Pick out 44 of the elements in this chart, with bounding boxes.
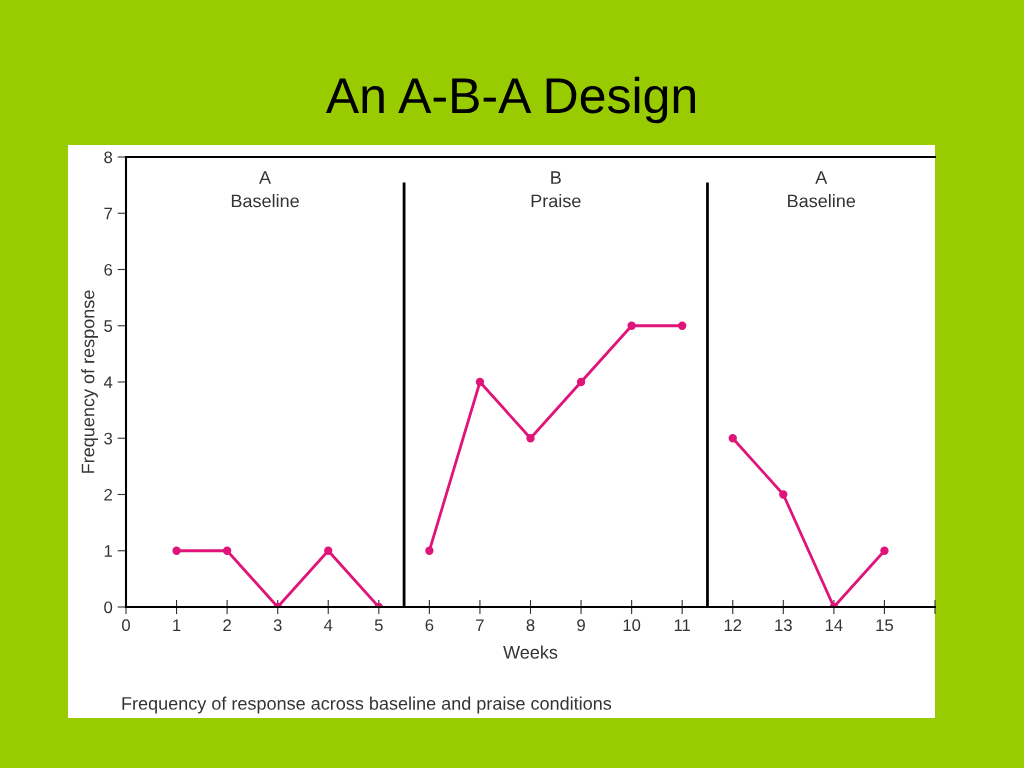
point [678,321,687,330]
point [526,434,535,443]
x-tick-label: 2 [223,619,231,631]
point [576,377,586,387]
x-tick-label: 6 [425,619,434,632]
y-tick-label: 7 [104,207,112,220]
point [172,546,181,555]
x-tick-label: 15 [876,619,894,632]
y-tick-label: 0 [104,601,113,614]
y-tick-label: 6 [104,263,113,276]
point [728,434,737,443]
chart-title: An A-B-A Design [325,76,695,124]
point [222,546,232,555]
point [475,377,485,387]
point [627,321,636,330]
y-tick-label: 4 [103,376,113,389]
x-tick-label: 7 [476,619,484,631]
y-tick-label: 2 [104,488,112,501]
x-axis-title: Weeks [503,645,558,659]
y-tick-label: 5 [104,320,113,332]
x-tick-label: 9 [577,619,585,632]
x-tick-label: 4 [324,619,333,631]
annotation: A Baseline [231,171,299,208]
annotation: B Praise [531,171,581,208]
point [880,546,889,555]
x-tick-label: 5 [374,619,383,632]
point [425,546,434,555]
point [324,546,333,555]
x-tick-label: 10 [623,619,641,632]
x-tick-label: 3 [273,619,282,632]
x-tick-label: 12 [724,619,742,631]
point [779,490,788,499]
y-tick-label: 1 [104,545,112,557]
x-tick-label: 11 [674,619,691,631]
x-tick-label: 8 [526,619,535,632]
text: Frequency of response across baseline and praise conditions [122,696,612,714]
x-tick-label: 0 [122,619,130,632]
y-tick-label: 8 [104,151,113,164]
x-tick-label: 13 [775,619,792,632]
y-tick-label: 3 [104,432,113,445]
x-tick-label: 1 [173,619,181,631]
y-axis-title: Frequency of response [81,290,98,473]
annotation: A Baseline [788,171,856,208]
x-tick-label: 14 [825,619,843,631]
